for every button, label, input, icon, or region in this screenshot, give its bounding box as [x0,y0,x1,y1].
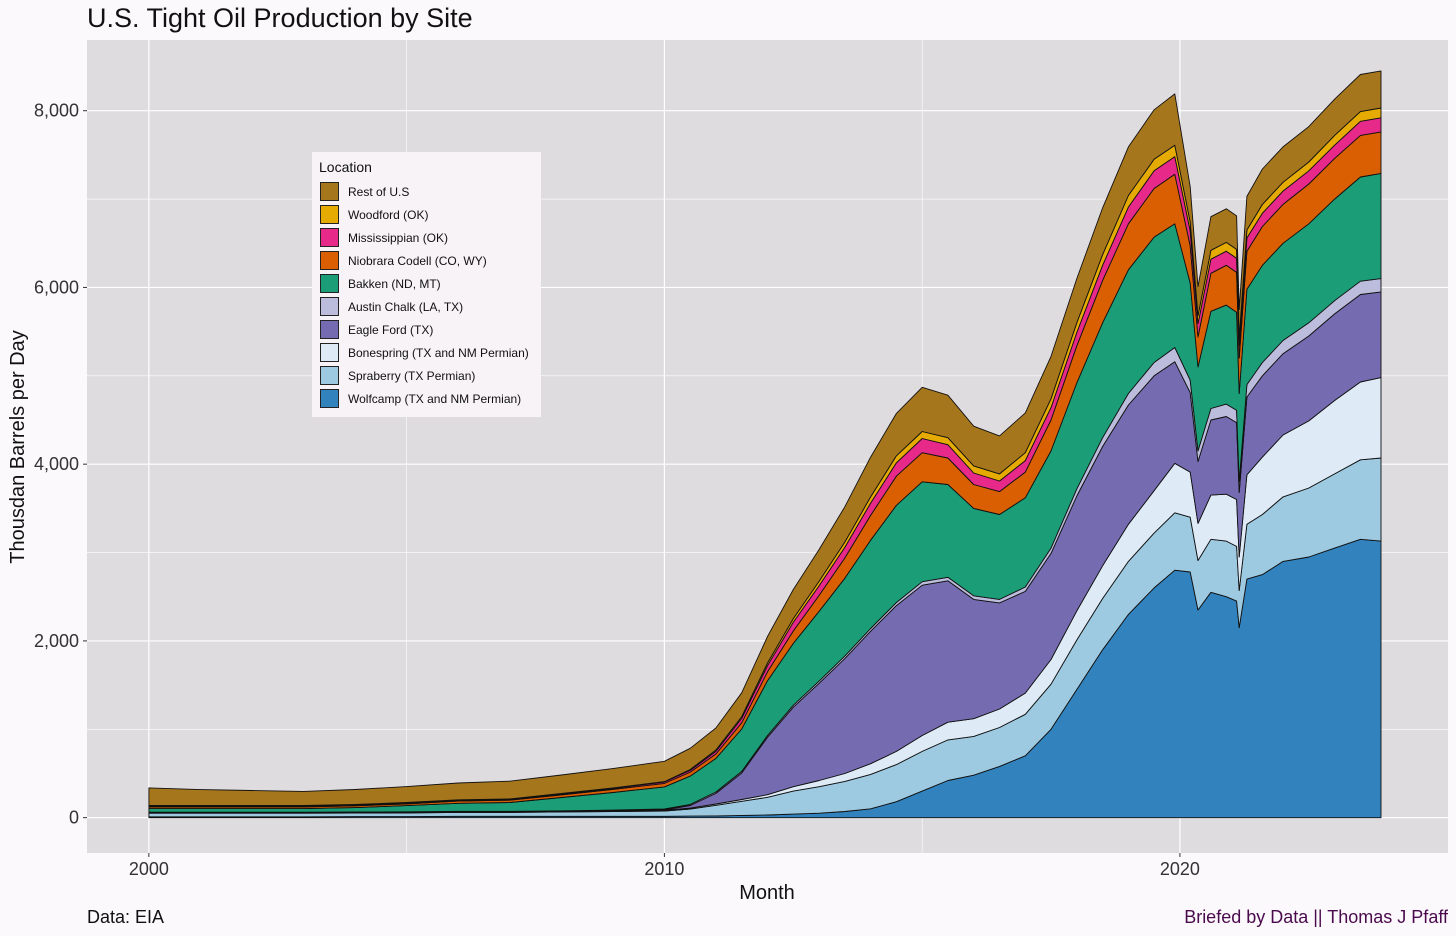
x-tick-label: 2020 [1160,859,1200,879]
legend-label: Woodford (OK) [348,207,429,222]
legend-item: Mississippian (OK) [319,226,541,249]
x-tick-label: 2010 [644,859,684,879]
legend: Location Rest of U.S Woodford (OK) Mississ… [312,152,541,417]
legend-key-swatch [320,389,339,408]
legend-item: Wolfcamp (TX and NM Permian) [319,387,541,410]
legend-label: Wolfcamp (TX and NM Permian) [348,391,522,406]
legend-key-swatch [320,366,339,385]
legend-key-swatch [320,182,339,201]
legend-item: Eagle Ford (TX) [319,318,541,341]
legend-label: Mississippian (OK) [348,230,449,245]
y-tick-label: 4,000 [34,454,79,474]
legend-key-swatch [320,320,339,339]
area-rest-of-u-s [148,70,1382,806]
legend-label: Eagle Ford (TX) [348,322,434,337]
legend-items: Rest of U.S Woodford (OK) Mississippian (O… [319,180,541,410]
legend-key-swatch [320,251,339,270]
legend-label: Spraberry (TX Permian) [348,368,476,383]
legend-item: Rest of U.S [319,180,541,203]
legend-item: Niobrara Codell (CO, WY) [319,249,541,272]
legend-label: Bonespring (TX and NM Permian) [348,345,529,360]
legend-label: Austin Chalk (LA, TX) [348,299,464,314]
author-caption: Briefed by Data || Thomas J Pfaff [1184,907,1448,927]
legend-key-swatch [320,297,339,316]
legend-item: Woodford (OK) [319,203,541,226]
legend-label: Rest of U.S [348,184,410,199]
legend-label: Bakken (ND, MT) [348,276,441,291]
legend-item: Austin Chalk (LA, TX) [319,295,541,318]
legend-key-swatch [320,343,339,362]
legend-item: Spraberry (TX Permian) [319,364,541,387]
stacked-areas [148,70,1382,819]
data-source-caption: Data: EIA [87,907,165,927]
legend-key-swatch [320,274,339,293]
y-axis-title: Thousdan Barrels per Day [7,330,29,563]
y-tick-label: 0 [69,808,79,828]
legend-key-swatch [320,228,339,247]
x-axis-ticks: 2000 2010 2020 [129,853,1200,879]
legend-item: Bonespring (TX and NM Permian) [319,341,541,364]
y-tick-label: 2,000 [34,631,79,651]
x-tick-label: 2000 [129,859,169,879]
y-axis-ticks: 0 2,000 4,000 6,000 8,000 [34,101,87,828]
legend-item: Bakken (ND, MT) [319,272,541,295]
x-axis-title: Month [739,882,795,904]
legend-title: Location [319,159,372,175]
legend-key-swatch [320,205,339,224]
y-tick-label: 6,000 [34,277,79,297]
chart-title: U.S. Tight Oil Production by Site [87,3,473,33]
legend-label: Niobrara Codell (CO, WY) [348,253,487,268]
y-tick-label: 8,000 [34,101,79,121]
